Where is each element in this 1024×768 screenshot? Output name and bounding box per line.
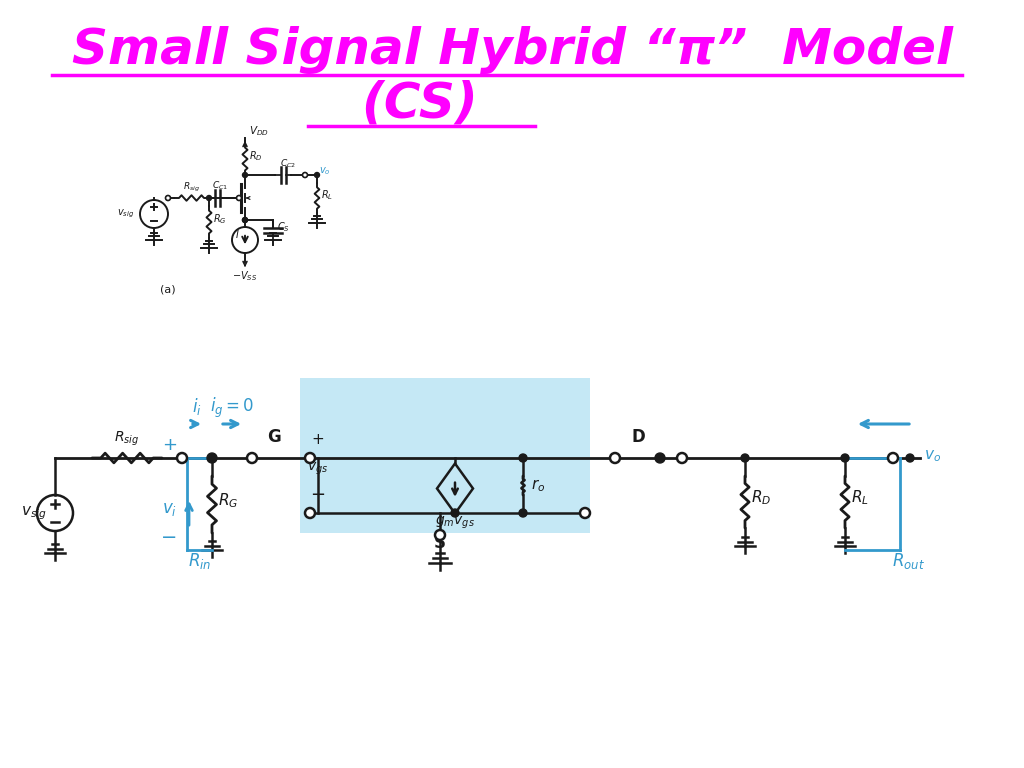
Text: $C_{C1}$: $C_{C1}$: [212, 180, 228, 193]
Text: $-V_{SS}$: $-V_{SS}$: [232, 269, 258, 283]
Text: $V_{DD}$: $V_{DD}$: [249, 124, 269, 137]
Circle shape: [655, 453, 665, 463]
Circle shape: [519, 454, 527, 462]
Text: $v_o$: $v_o$: [924, 449, 941, 464]
Text: $I$: $I$: [236, 228, 240, 240]
Circle shape: [243, 217, 248, 223]
Text: +: +: [311, 432, 325, 447]
Text: $R_{out}$: $R_{out}$: [892, 551, 925, 571]
Text: $v_{gs}$: $v_{gs}$: [307, 461, 329, 478]
Text: $i_i$: $i_i$: [193, 396, 202, 417]
Text: $i_g = 0$: $i_g = 0$: [210, 396, 254, 420]
Circle shape: [741, 454, 749, 462]
Text: Small Signal Hybrid “π”  Model: Small Signal Hybrid “π” Model: [72, 26, 952, 74]
Circle shape: [237, 196, 242, 200]
Circle shape: [906, 454, 914, 462]
Circle shape: [207, 196, 212, 200]
Circle shape: [841, 454, 849, 462]
Text: $R_{sig}$: $R_{sig}$: [115, 430, 139, 449]
Text: $R_L$: $R_L$: [321, 188, 333, 202]
Text: $v_{sig}$: $v_{sig}$: [22, 505, 47, 521]
Text: $R_G$: $R_G$: [218, 491, 239, 510]
Circle shape: [207, 453, 217, 463]
Circle shape: [451, 509, 459, 517]
Circle shape: [888, 453, 898, 463]
Text: $R_D$: $R_D$: [249, 149, 262, 163]
Circle shape: [435, 530, 445, 540]
Text: $r_o$: $r_o$: [531, 477, 546, 494]
Circle shape: [302, 173, 307, 177]
Circle shape: [519, 509, 527, 517]
Bar: [300, 378, 590, 533]
Text: $g_m v_{gs}$: $g_m v_{gs}$: [435, 515, 475, 531]
Text: −: −: [161, 528, 177, 547]
Text: S: S: [434, 534, 446, 552]
Circle shape: [243, 217, 248, 223]
Circle shape: [677, 453, 687, 463]
Circle shape: [610, 453, 620, 463]
Circle shape: [177, 453, 187, 463]
Text: (CS): (CS): [361, 79, 478, 127]
Circle shape: [247, 453, 257, 463]
Text: $v_{sig}$: $v_{sig}$: [117, 208, 134, 220]
Text: $R_{in}$: $R_{in}$: [188, 551, 212, 571]
Text: −: −: [310, 486, 326, 504]
Circle shape: [166, 196, 171, 200]
Circle shape: [580, 508, 590, 518]
Circle shape: [305, 453, 315, 463]
Text: +: +: [162, 436, 177, 454]
Text: (a): (a): [160, 285, 176, 295]
Text: $R_D$: $R_D$: [751, 488, 771, 507]
Text: $R_G$: $R_G$: [213, 212, 226, 226]
Text: G: G: [267, 428, 281, 446]
Text: D: D: [631, 428, 645, 446]
Circle shape: [305, 508, 315, 518]
Circle shape: [314, 173, 319, 177]
Text: $v_i$: $v_i$: [162, 500, 177, 518]
Text: $C_{C2}$: $C_{C2}$: [280, 158, 296, 170]
Text: $R_L$: $R_L$: [851, 488, 869, 507]
Circle shape: [243, 173, 248, 177]
Text: $C_S$: $C_S$: [278, 220, 290, 233]
Text: $v_o$: $v_o$: [319, 165, 331, 177]
Text: $R_{sig}$: $R_{sig}$: [183, 181, 200, 194]
